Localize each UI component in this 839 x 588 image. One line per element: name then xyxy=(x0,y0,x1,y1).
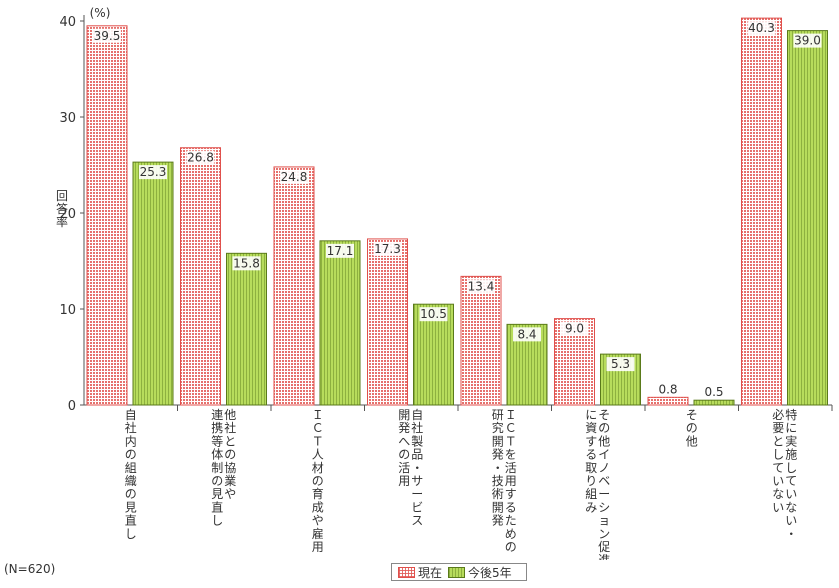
data-label: 15.8 xyxy=(233,256,260,270)
labels: 39.5 26.8 24.8 17.3 13.4 9.0 0.8 40.3 25.3 15.8 17… xyxy=(93,21,822,560)
legend-label-current: 現在 xyxy=(418,565,443,580)
data-label: 25.3 xyxy=(140,165,167,179)
legend-swatch-future xyxy=(448,566,466,578)
y-unit-label: (%) xyxy=(90,6,111,20)
data-label-bg xyxy=(560,321,589,336)
data-label-bg xyxy=(326,243,354,258)
bar-current xyxy=(460,275,502,406)
category-label: 研究開発・技術開発 xyxy=(492,408,504,528)
bar-current xyxy=(647,396,689,406)
data-label-bg xyxy=(186,150,215,165)
bar-current xyxy=(741,17,782,406)
y-tick-label: 40 xyxy=(59,15,76,30)
category-label: その他イノベーション促進 xyxy=(598,408,610,560)
legend-swatch-current xyxy=(398,566,415,578)
data-label-bg xyxy=(373,241,402,256)
bar-current xyxy=(273,166,315,406)
data-label-bg xyxy=(139,165,167,180)
data-label: 39.0 xyxy=(794,34,821,48)
data-label-bg xyxy=(419,307,448,322)
category-label: 自社製品・サービス xyxy=(411,408,423,528)
data-label-bg xyxy=(93,28,121,43)
data-label: 0.5 xyxy=(704,385,723,399)
category-label: に資する取り組み xyxy=(585,408,597,514)
data-label: 39.5 xyxy=(94,29,121,43)
bar-future xyxy=(226,252,267,406)
data-label-bg xyxy=(280,169,308,184)
data-label: 24.8 xyxy=(281,170,308,184)
bar-current xyxy=(367,238,408,406)
bar-current xyxy=(86,25,128,406)
data-label: 5.3 xyxy=(611,357,630,371)
sample-size-note: (N=620) xyxy=(4,562,56,576)
data-label: 17.3 xyxy=(374,242,401,256)
data-label: 9.0 xyxy=(565,322,584,336)
data-label: 26.8 xyxy=(187,151,214,165)
category-label: 他社との協業や xyxy=(224,408,236,501)
category-label: 必要としていない xyxy=(772,408,784,514)
legend-item-future: 今後5年 xyxy=(448,564,512,581)
data-label-bg xyxy=(513,327,541,342)
y-tick-label: 20 xyxy=(59,207,76,222)
data-label: 13.4 xyxy=(468,279,495,293)
bars xyxy=(86,17,828,406)
category-label: 特に実施していない・ xyxy=(785,407,797,541)
category-label: 開発への活用 xyxy=(398,408,410,488)
data-label: 40.3 xyxy=(748,21,775,35)
data-label-bg xyxy=(606,357,635,372)
data-label: 0.8 xyxy=(658,382,677,396)
y-tick-label: 10 xyxy=(59,303,76,318)
legend-item-current: 現在 xyxy=(398,564,442,581)
data-label: 10.5 xyxy=(420,307,447,321)
y-axis-title: 回答率 xyxy=(56,189,68,229)
category-label: 連携等体制の見直し xyxy=(211,408,223,528)
data-label: 8.4 xyxy=(517,327,536,341)
bar-future xyxy=(319,240,361,406)
legend: 現在 今後5年 xyxy=(391,563,527,581)
bar-current xyxy=(180,147,221,406)
data-label-bg xyxy=(747,21,776,36)
bar-future xyxy=(132,161,174,406)
bar-future xyxy=(787,30,828,406)
category-label: 自社内の組織の見直し xyxy=(125,408,137,541)
category-label: ＩＣＴを活用するための xyxy=(505,408,517,554)
data-label-bg xyxy=(793,33,822,48)
category-label: ＩＣＴ人材の育成や雇用 xyxy=(312,408,324,554)
legend-label-future: 今後5年 xyxy=(468,565,512,580)
bar-future xyxy=(693,399,735,406)
category-label: その他 xyxy=(686,408,698,448)
data-label-bg xyxy=(232,256,261,271)
y-tick-label: 0 xyxy=(68,399,76,414)
data-label: 17.1 xyxy=(327,244,354,258)
data-label-bg xyxy=(467,279,495,294)
bar-chart: 0 10 20 30 40 (%) 回答率 39.5 26.8 24.8 17.3 13.4 9.0 0… xyxy=(56,6,833,560)
y-tick-label: 30 xyxy=(59,111,76,126)
